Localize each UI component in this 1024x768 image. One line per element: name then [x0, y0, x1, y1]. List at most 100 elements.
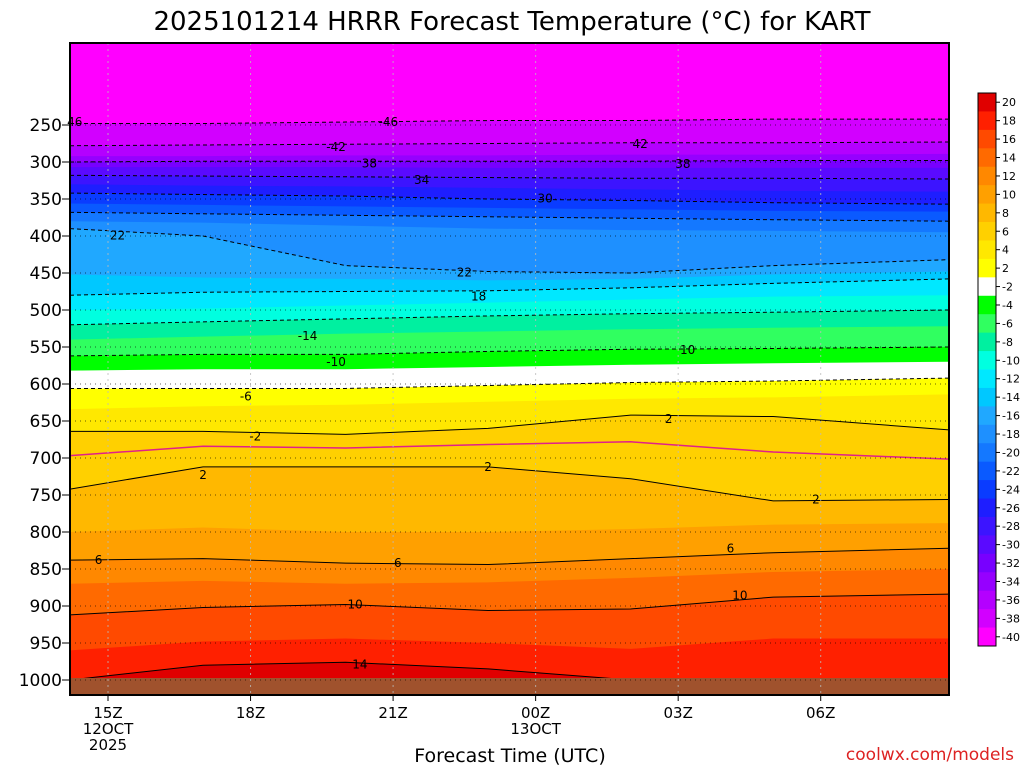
contour-line-10	[70, 593, 949, 616]
x-tick-label: 06Z	[806, 704, 835, 722]
colorbar-label: -2	[1002, 281, 1013, 294]
contour-label: 38	[362, 156, 377, 170]
contour-line--38	[70, 160, 949, 163]
contour-label: -2	[249, 430, 261, 444]
colorbar-swatch	[978, 240, 996, 260]
colorbar-label: 18	[1002, 115, 1016, 128]
contour-line--30	[70, 192, 949, 205]
ground-fill	[70, 678, 949, 695]
contour-label: 18	[471, 290, 486, 304]
colorbar-label: -24	[1002, 483, 1020, 496]
colorbar-swatch	[978, 277, 996, 297]
colorbar-swatch	[978, 258, 996, 278]
colorbar-label: -8	[1002, 336, 1013, 349]
y-tick-label: 250	[30, 116, 62, 136]
colorbar-swatch	[978, 443, 996, 463]
y-tick-label: 300	[30, 153, 62, 173]
contour-label: 10	[347, 598, 362, 612]
contour-label: 10	[732, 589, 747, 603]
contour-label: 14	[352, 657, 367, 671]
y-tick-label: 1000	[19, 671, 62, 691]
ground-layer	[70, 678, 949, 695]
x-tick-label: 03Z	[663, 704, 692, 722]
contour-line--42	[70, 141, 949, 147]
colorbar-label: -40	[1002, 631, 1020, 644]
contour-line--10	[70, 346, 949, 357]
contour-label: 2	[484, 460, 492, 474]
colorbar-label: -12	[1002, 373, 1020, 386]
plot-frame	[69, 42, 950, 696]
contour-line--14	[70, 309, 949, 326]
y-tick-label: 350	[30, 190, 62, 210]
colorbar-label: 12	[1002, 170, 1016, 183]
chart-title: 2025101214 HRRR Forecast Temperature (°C…	[153, 7, 870, 37]
colorbar: 20 18 16 14 12 10 8 6 4 2 -2 -4 -6 -8 -10 -12 -14 -16 -18 -…	[977, 92, 1020, 647]
colorbar-label: 4	[1002, 244, 1009, 257]
y-tick-label: 800	[30, 523, 62, 543]
colorbar-label: -16	[1002, 410, 1020, 423]
contour-label: 2	[665, 412, 673, 426]
colorbar-swatch	[978, 480, 996, 500]
y-tick-label: 900	[30, 597, 62, 617]
x-tick-label: 21Z	[378, 704, 407, 722]
contour-label: -10	[326, 355, 346, 369]
colorbar-label: 14	[1002, 152, 1016, 165]
y-tick-label: 400	[30, 227, 62, 247]
freezing-line	[70, 441, 949, 460]
colorbar-swatch	[978, 406, 996, 426]
colorbar-label: -34	[1002, 575, 1020, 588]
colorbar-swatch	[978, 627, 996, 647]
contour-line--18	[70, 278, 949, 296]
contour-label: 6	[727, 541, 735, 555]
contour-line--34	[70, 174, 949, 180]
x-tick-label: 2025	[89, 736, 127, 754]
colorbar-swatch	[978, 516, 996, 536]
x-tick-label: 13OCT	[510, 720, 561, 738]
contour-line-6	[70, 547, 949, 566]
colorbar-swatch	[978, 369, 996, 389]
colorbar-frame	[977, 92, 997, 647]
contour-line--2	[70, 414, 949, 435]
colorbar-label: 8	[1002, 207, 1009, 220]
y-tick-label: 450	[30, 264, 62, 284]
x-tick-label: 12OCT	[83, 720, 134, 738]
colorbar-swatch	[978, 553, 996, 573]
x-tick-label: 15Z	[93, 704, 122, 722]
colorbar-label: -30	[1002, 539, 1020, 552]
gridlines	[70, 43, 949, 695]
contour-label: 42	[633, 137, 648, 151]
y-tick-label: 500	[30, 301, 62, 321]
contour-label: -42	[326, 140, 346, 154]
y-tick-label: 650	[30, 412, 62, 432]
y-tick-label: 750	[30, 486, 62, 506]
contour-label: -46	[379, 115, 399, 129]
colorbar-swatch	[978, 203, 996, 223]
colorbar-label: -22	[1002, 465, 1020, 478]
colorbar-swatch	[978, 351, 996, 370]
contour-label: -14	[298, 329, 318, 343]
colorbar-swatch	[978, 609, 996, 629]
x-tick-label: 18Z	[236, 704, 265, 722]
colorbar-swatch	[978, 295, 996, 315]
colorbar-swatch	[978, 572, 996, 592]
colorbar-swatch	[978, 129, 996, 149]
contour-label: 30	[537, 191, 552, 205]
colorbar-swatch	[978, 93, 996, 112]
y-axis-ticks: 250 300 350 400 450 500 550 600 650 700 750 800 850 9…	[19, 116, 70, 691]
colorbar-swatch	[978, 148, 996, 168]
colorbar-label: -20	[1002, 446, 1020, 459]
contour-line-2	[70, 466, 949, 502]
contour-line--6	[70, 377, 949, 389]
colorbar-label: -38	[1002, 612, 1020, 625]
y-tick-label: 850	[30, 560, 62, 580]
colorbar-label: -10	[1002, 354, 1020, 367]
colorbar-swatch	[978, 590, 996, 610]
x-axis-label: Forecast Time (UTC)	[414, 745, 605, 767]
y-tick-label: 950	[30, 634, 62, 654]
contour-label: 22	[110, 228, 125, 242]
colorbar-swatch	[978, 387, 996, 407]
contour-label: 6	[95, 553, 103, 567]
